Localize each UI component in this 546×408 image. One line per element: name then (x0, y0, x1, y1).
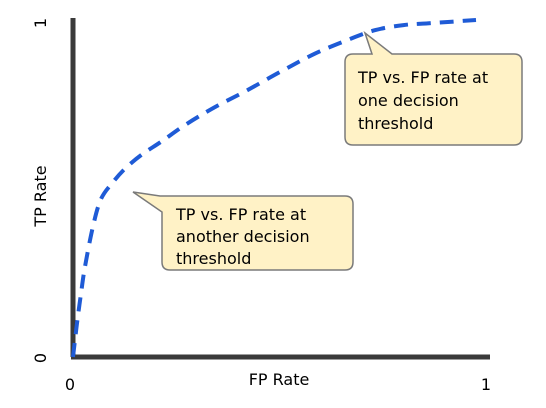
x-tick-label-1: 1 (481, 375, 491, 394)
callout-another-threshold-bubble (132, 191, 354, 271)
callout-one-threshold-bubble (344, 30, 523, 146)
callout-another-threshold: TP vs. FP rate at another decision thres… (132, 191, 354, 271)
series-group (71, 18, 477, 358)
x-axis-title: FP Rate (249, 370, 310, 389)
callout-another-threshold-line-1: TP vs. FP rate at (175, 205, 306, 224)
roc-curve-series-0 (71, 18, 477, 358)
callout-one-threshold-line-1: TP vs. FP rate at (357, 68, 488, 87)
callout-one-threshold-line-3: threshold (358, 114, 433, 133)
y-tick-label-0: 0 (31, 353, 50, 363)
x-tick-label-0: 0 (65, 375, 75, 394)
y-axis-title: TP Rate (31, 165, 50, 227)
callout-another-threshold-line-2: another decision (176, 227, 310, 246)
callout-one-threshold: TP vs. FP rate at one decision threshold (344, 30, 523, 146)
y-tick-label-1: 1 (31, 18, 50, 28)
callout-one-threshold-line-2: one decision (358, 91, 459, 110)
callout-another-threshold-line-3: threshold (176, 249, 251, 268)
